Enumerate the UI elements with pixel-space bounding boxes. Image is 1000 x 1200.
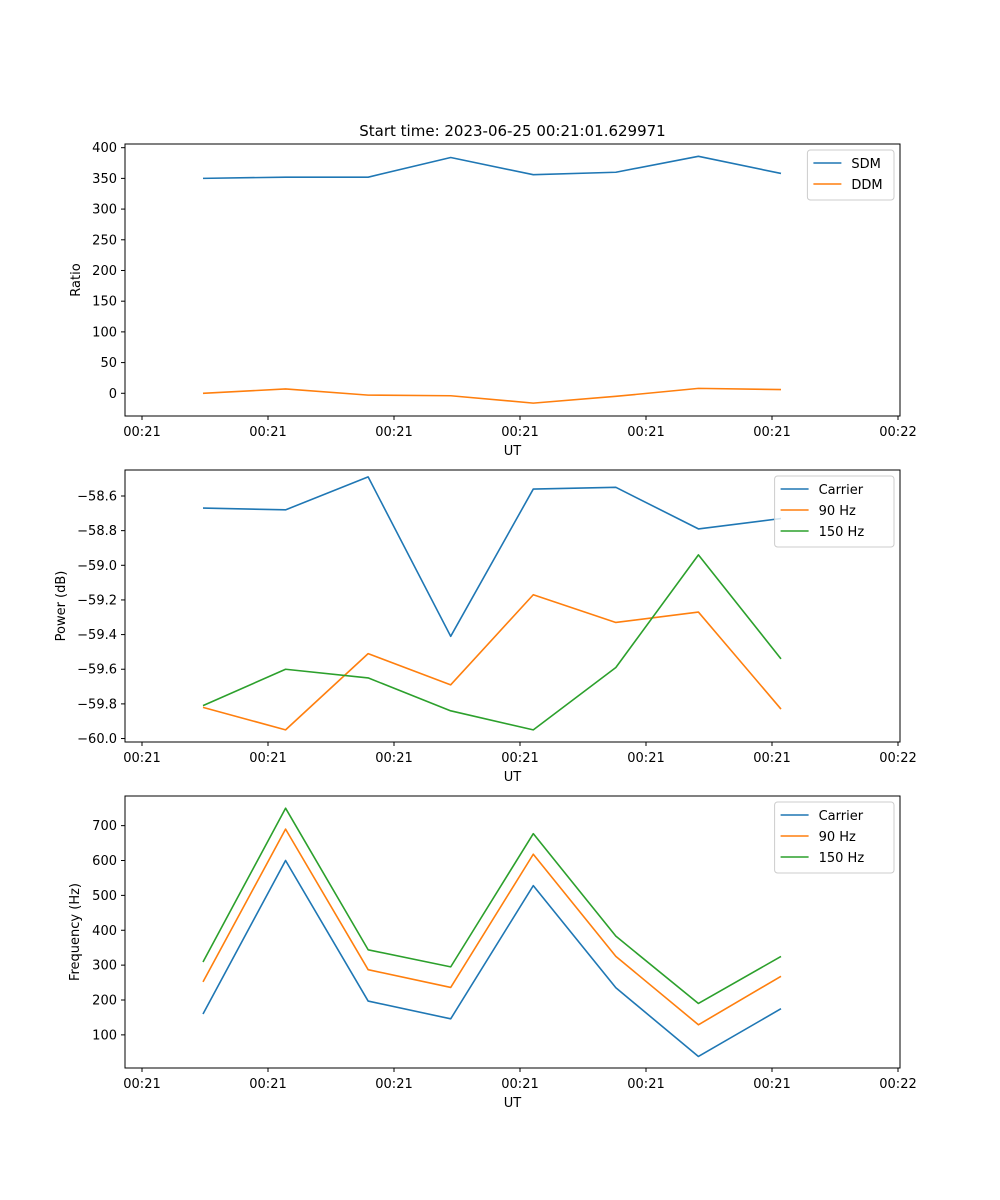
- y-tick-label: 500: [92, 889, 117, 904]
- x-tick-label: 00:21: [501, 1077, 538, 1092]
- x-tick-label: 00:21: [627, 425, 664, 440]
- series-line-90-hz: [202, 828, 782, 1026]
- y-tick-label: 100: [92, 1028, 117, 1043]
- series-line-90-hz: [202, 593, 782, 731]
- y-tick-label: 400: [92, 141, 117, 156]
- x-tick-label: 00:21: [375, 1077, 412, 1092]
- legend-entry: 90 Hz: [819, 830, 856, 845]
- x-tick-label: 00:21: [375, 425, 412, 440]
- y-tick-label: −59.4: [77, 628, 117, 643]
- x-tick-label: 00:21: [123, 751, 160, 766]
- legend-entry: SDM: [851, 157, 880, 172]
- x-tick-label: 00:21: [627, 1077, 664, 1092]
- x-tick-label: 00:21: [753, 751, 790, 766]
- x-tick-label: 00:21: [501, 425, 538, 440]
- y-tick-label: −59.8: [77, 697, 117, 712]
- plot-frame: [124, 795, 901, 1069]
- y-axis-label: Power (dB): [54, 571, 69, 642]
- x-tick-label: 00:21: [249, 751, 286, 766]
- x-tick-label: 00:21: [123, 425, 160, 440]
- legend: SDM DDM: [806, 149, 895, 201]
- legend-entry: 150 Hz: [819, 525, 865, 540]
- series-line-150-hz: [202, 807, 782, 1005]
- figure-title: Start time: 2023-06-25 00:21:01.629971: [359, 122, 665, 140]
- x-tick-label: 00:21: [375, 751, 412, 766]
- y-tick-label: −59.6: [77, 663, 117, 678]
- chart-panel-3: 00:21 00:21 00:21 00:21 00:21 00:21 00:22 100 20…: [68, 795, 917, 1111]
- series-line-ddm: [202, 387, 782, 404]
- y-tick-label: 100: [92, 325, 117, 340]
- y-tick-label: −58.8: [77, 524, 117, 539]
- x-tick-label: 00:21: [123, 1077, 160, 1092]
- y-tick-label: 50: [100, 356, 117, 371]
- y-tick-label: 600: [92, 854, 117, 869]
- series-line-carrier: [202, 476, 782, 638]
- y-tick-label: 150: [92, 295, 117, 310]
- legend-entry: Carrier: [819, 483, 864, 498]
- chart-panel-2: 00:21 00:21 00:21 00:21 00:21 00:21 00:22 −60.0…: [54, 469, 917, 785]
- legend-box: [774, 801, 895, 874]
- y-tick-label: 350: [92, 172, 117, 187]
- x-tick-label: 00:21: [753, 425, 790, 440]
- x-tick-label: 00:21: [753, 1077, 790, 1092]
- x-tick-label: 00:22: [879, 1077, 916, 1092]
- legend-entry: 90 Hz: [819, 504, 856, 519]
- y-axis-label: Frequency (Hz): [68, 883, 83, 981]
- y-tick-label: −59.2: [77, 593, 117, 608]
- y-tick-label: 250: [92, 233, 117, 248]
- x-axis-label: UT: [504, 770, 522, 785]
- x-tick-label: 00:22: [879, 751, 916, 766]
- y-tick-label: −59.0: [77, 559, 117, 574]
- x-axis-label: UT: [504, 1096, 522, 1111]
- y-tick-label: 300: [92, 203, 117, 218]
- y-tick-label: 200: [92, 994, 117, 1009]
- x-axis-label: UT: [504, 444, 522, 459]
- x-tick-label: 00:21: [501, 751, 538, 766]
- legend-entry: Carrier: [819, 809, 864, 824]
- x-tick-label: 00:21: [249, 1077, 286, 1092]
- chart-panel-1: 00:21 00:21 00:21 00:21 00:21 00:21 00:22 0 50 10…: [69, 141, 917, 459]
- y-tick-label: 300: [92, 959, 117, 974]
- y-tick-label: 200: [92, 264, 117, 279]
- y-tick-label: −60.0: [77, 732, 117, 747]
- plot-frame: [124, 143, 901, 417]
- legend: Carrier 90 Hz 150 Hz: [774, 475, 895, 548]
- series-line-carrier: [202, 859, 782, 1058]
- legend-box: [774, 475, 895, 548]
- legend-entry: DDM: [851, 178, 882, 193]
- y-tick-label: 0: [109, 387, 117, 402]
- x-tick-label: 00:21: [249, 425, 286, 440]
- y-tick-label: 700: [92, 819, 117, 834]
- y-tick-label: 400: [92, 924, 117, 939]
- legend: Carrier 90 Hz 150 Hz: [774, 801, 895, 874]
- y-tick-label: −58.6: [77, 489, 117, 504]
- legend-entry: 150 Hz: [819, 851, 865, 866]
- charts-container: 00:21 00:21 00:21 00:21 00:21 00:21 00:22 0 50 10…: [54, 141, 917, 1111]
- plot-frame: [124, 469, 901, 743]
- x-tick-label: 00:21: [627, 751, 664, 766]
- series-line-150-hz: [202, 554, 782, 731]
- x-tick-label: 00:22: [879, 425, 916, 440]
- y-axis-label: Ratio: [69, 263, 84, 296]
- series-line-sdm: [202, 155, 782, 180]
